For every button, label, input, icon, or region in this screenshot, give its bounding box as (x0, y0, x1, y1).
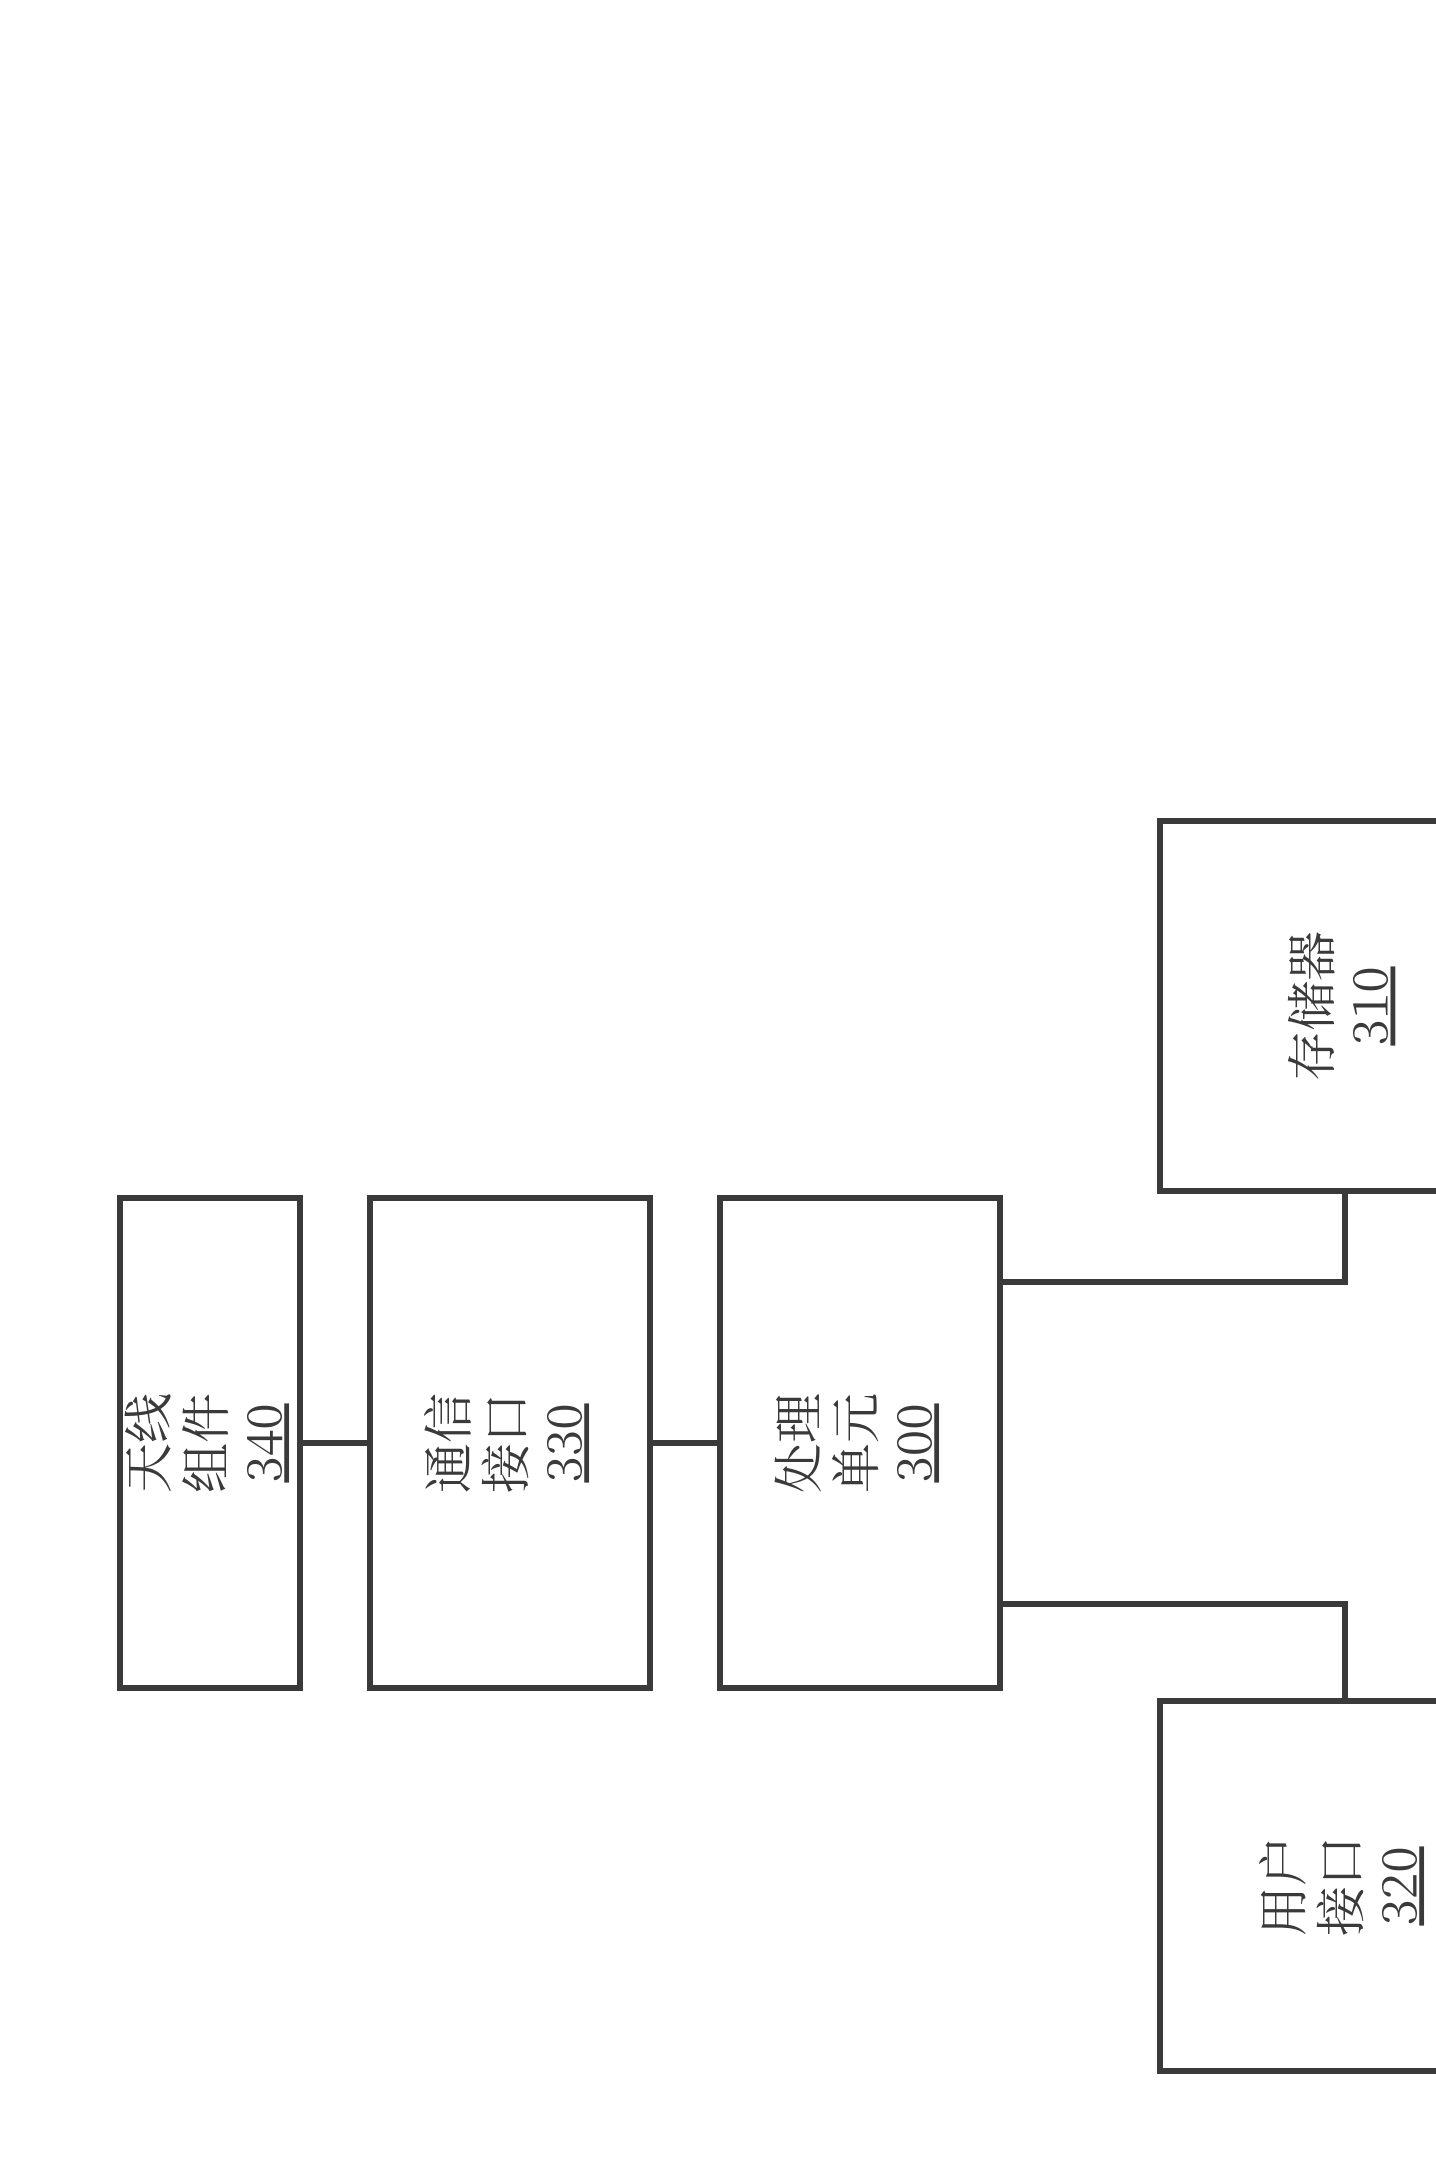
connector-proc-user (1000, 1604, 1345, 1701)
block-antenna-ref: 340 (226, 1403, 295, 1482)
block-memory-ref: 310 (1333, 966, 1402, 1045)
block-proc-ref: 300 (876, 1403, 945, 1482)
block-user-ref: 320 (1361, 1846, 1430, 1925)
connector-proc-memory (1000, 1191, 1345, 1282)
block-diagram: 天线组件340通信接口330处理单元300用户接口320存储器310110 (0, 0, 1436, 2161)
block-comm-ref: 330 (526, 1403, 595, 1482)
